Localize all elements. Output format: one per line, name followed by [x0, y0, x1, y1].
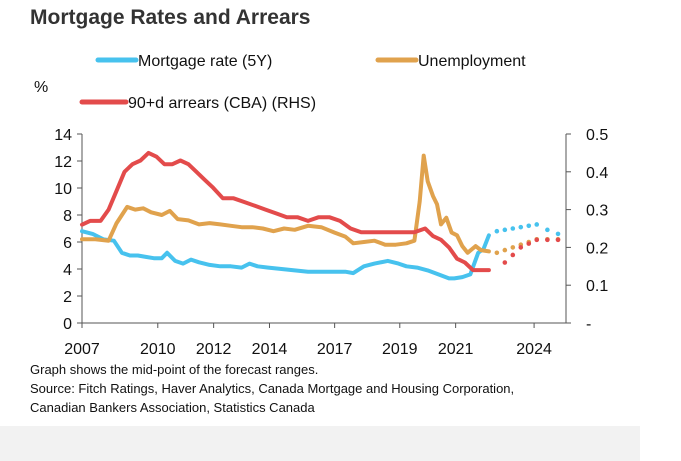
left-tick-label: 10	[54, 181, 72, 198]
right-tick-label: 0.3	[586, 203, 608, 220]
left-axis-unit-label: %	[34, 79, 48, 96]
x-tick-label: 2014	[252, 341, 288, 358]
forecast-point-arrears	[534, 237, 540, 243]
forecast-point-mortgage	[555, 231, 561, 237]
left-tick-label: 12	[54, 154, 72, 171]
right-tick-label: 0.1	[586, 278, 608, 295]
forecast-point-mortgage	[526, 223, 532, 229]
forecast-point-arrears	[510, 252, 516, 258]
forecast-point-arrears	[518, 245, 524, 250]
note-source-2: Canadian Bankers Association, Statistics…	[30, 400, 315, 415]
forecast-point-mortgage	[502, 227, 508, 233]
x-tick-label: 2012	[196, 341, 232, 358]
forecast-point-mortgage	[494, 228, 500, 234]
note-forecast: Graph shows the mid-point of the forecas…	[30, 362, 319, 377]
left-tick-label: 8	[63, 208, 72, 225]
right-tick-label: -	[586, 316, 591, 333]
x-tick-label: 2007	[64, 341, 100, 358]
forecast-point-arrears	[526, 241, 532, 246]
forecast-point-mortgage	[518, 224, 524, 230]
forecast-point-mortgage	[545, 227, 550, 233]
chart-title: Mortgage Rates and Arrears	[30, 6, 311, 29]
legend-label-arrears: 90+d arrears (CBA) (RHS)	[128, 95, 316, 112]
forecast-point-arrears	[555, 237, 561, 243]
left-tick-label: 14	[54, 127, 72, 144]
forecast-point-unemployment	[494, 250, 500, 256]
left-tick-label: 4	[63, 262, 72, 279]
left-tick-label: 6	[63, 235, 72, 252]
x-tick-label: 2010	[140, 341, 176, 358]
series-layer	[80, 150, 561, 281]
bottom-band	[0, 426, 640, 461]
x-tick-label: 2019	[382, 341, 418, 358]
forecast-point-mortgage	[534, 222, 540, 227]
legend: Mortgage rate (5Y) Unemployment 90+d arr…	[79, 53, 526, 112]
series-line-unemployment	[80, 153, 491, 255]
plot-axes	[81, 134, 567, 324]
left-tick-label: 2	[63, 289, 72, 306]
x-tick-label: 2024	[516, 341, 552, 358]
series-line-mortgage	[80, 229, 491, 281]
forecast-point-arrears	[502, 260, 508, 265]
right-tick-label: 0.5	[586, 127, 608, 144]
forecast-point-unemployment	[510, 245, 516, 250]
right-tick-label: 0.2	[586, 240, 608, 257]
legend-label-mortgage: Mortgage rate (5Y)	[138, 53, 272, 70]
legend-label-unemployment: Unemployment	[418, 53, 526, 70]
series-line-arrears	[80, 150, 491, 273]
x-tick-label: 2021	[438, 341, 474, 358]
forecast-point-unemployment	[502, 247, 508, 253]
forecast-point-arrears	[545, 237, 550, 243]
left-tick-label: 0	[63, 316, 72, 333]
forecast-point-mortgage	[510, 226, 516, 231]
ticks-layer: 0 2 4 6 8 10 12 14 - 0.1 0.2 0.3 0.4 0.5 2007 2010 2012 2…	[54, 127, 608, 358]
x-tick-label: 2017	[317, 341, 353, 358]
right-tick-label: 0.4	[586, 165, 608, 182]
note-source-1: Source: Fitch Ratings, Haver Analytics, …	[30, 381, 515, 396]
